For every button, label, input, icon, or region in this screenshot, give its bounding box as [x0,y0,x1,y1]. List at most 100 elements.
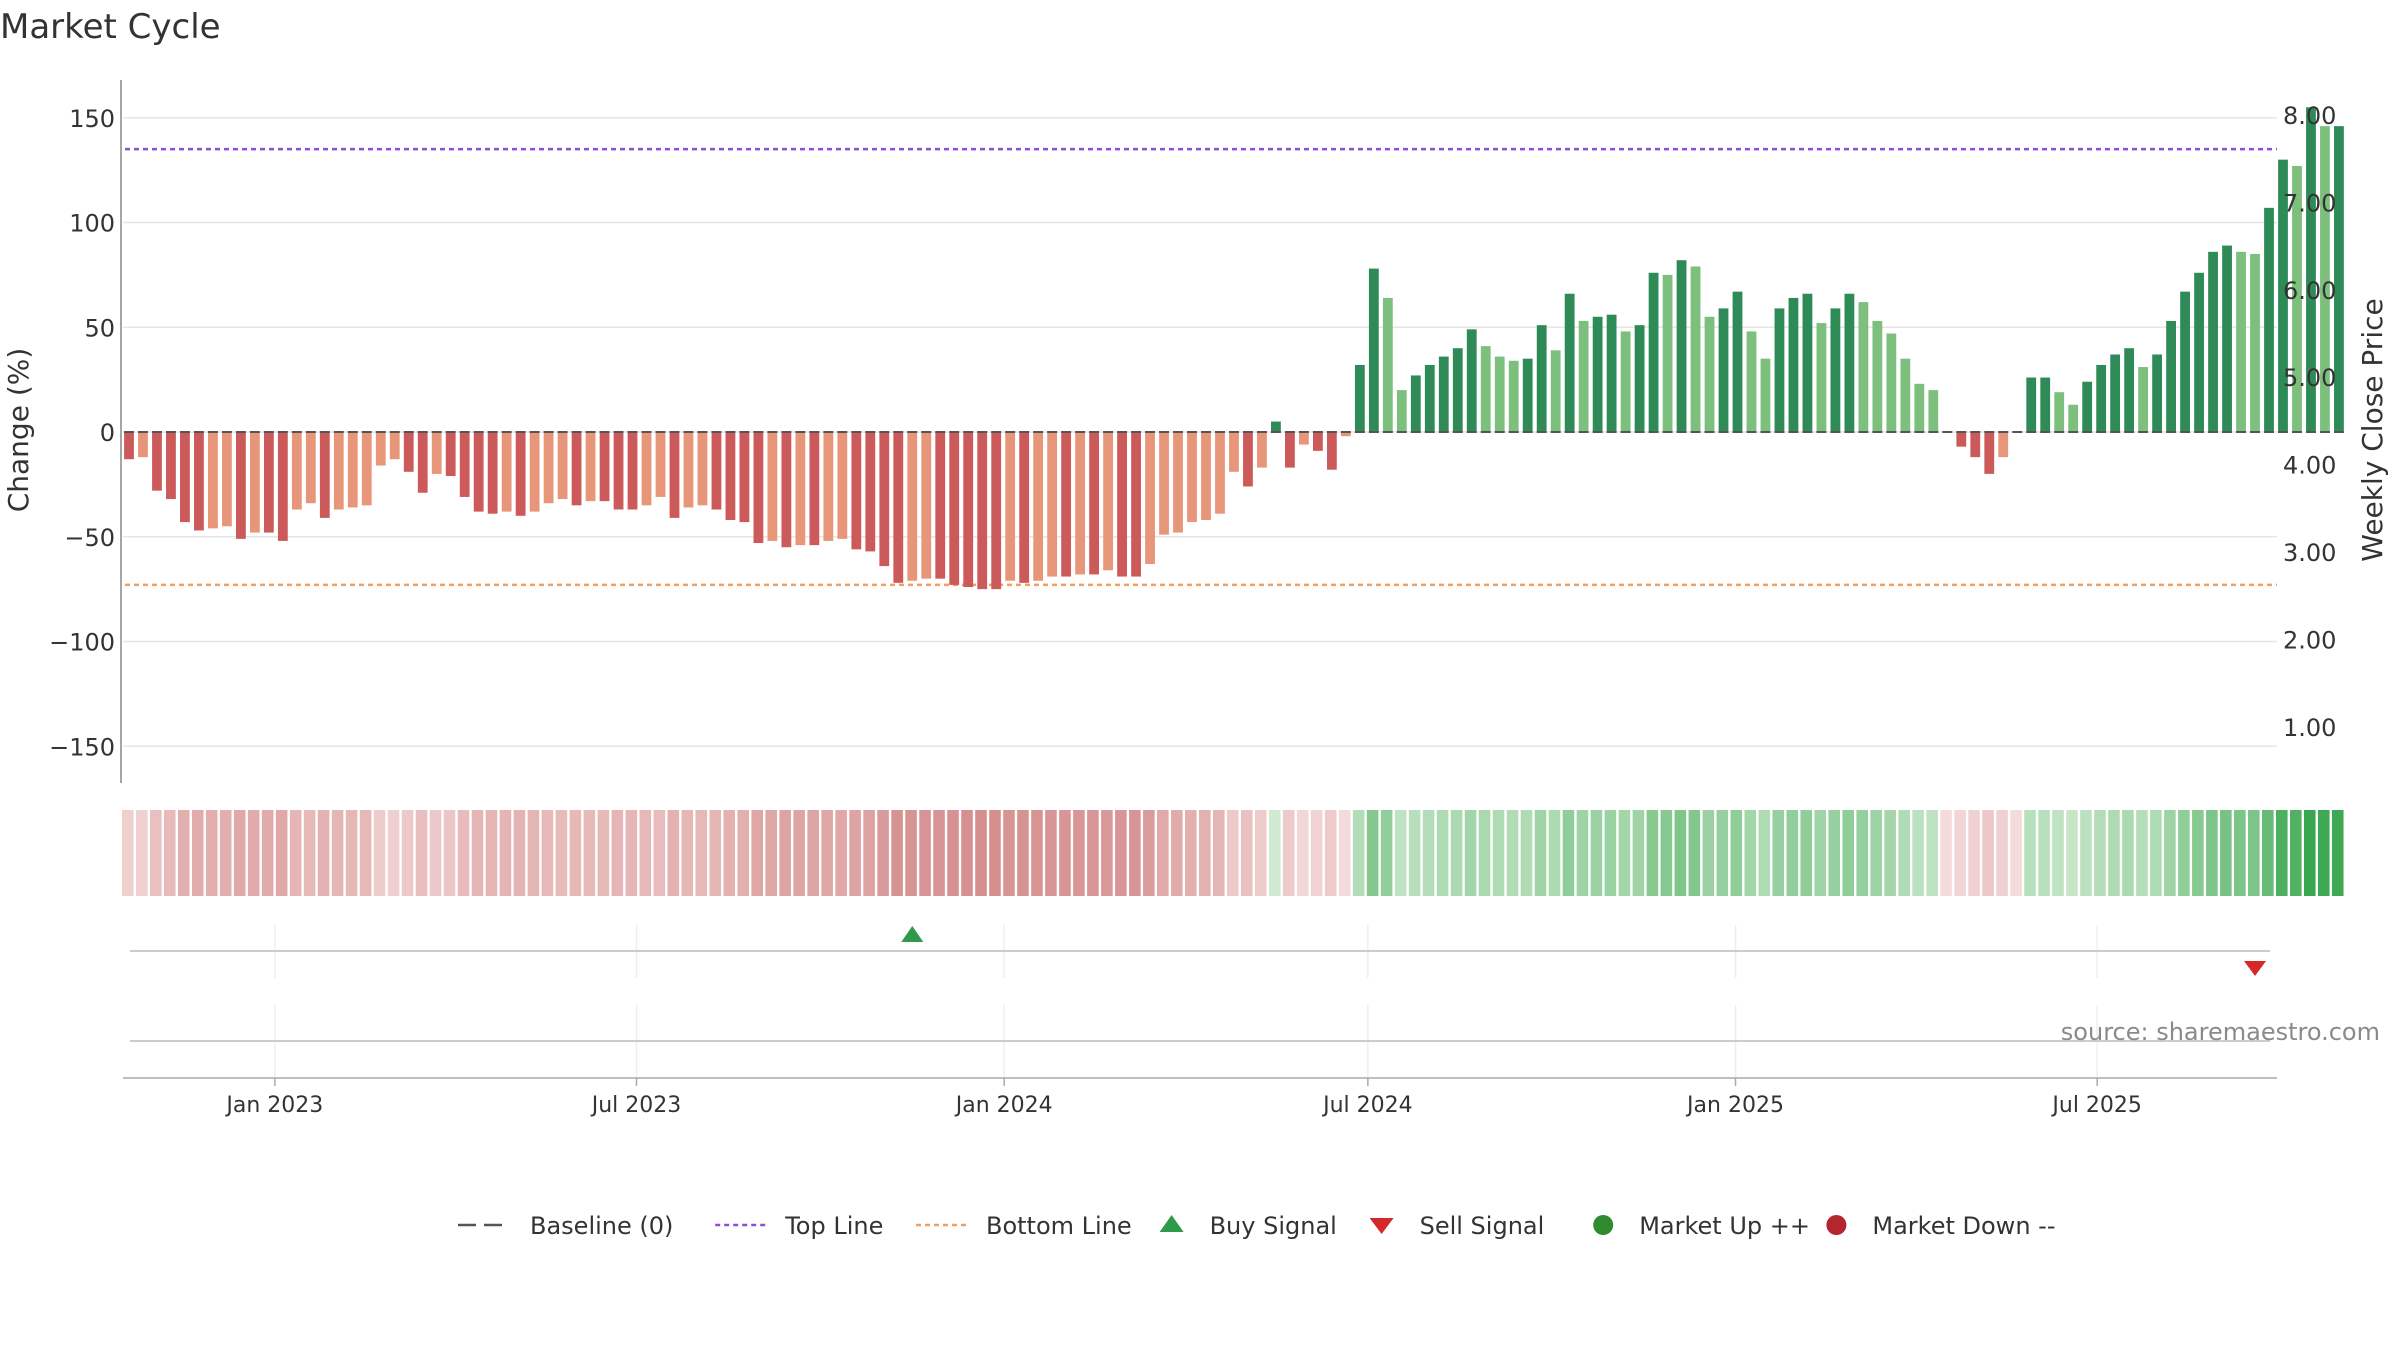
change-bar [613,432,624,510]
reference-lines [125,147,2277,587]
heat-cell [527,810,540,896]
legend-item: Top Line [715,1212,883,1240]
change-bar [1257,432,1267,468]
change-bar [1061,432,1072,577]
heat-cell [2094,810,2106,896]
heat-cell [723,810,736,896]
change-bar [515,432,526,516]
change-bar [1606,314,1617,432]
legend-label: Bottom Line [986,1212,1132,1240]
heat-cell [821,810,833,896]
change-bar [655,432,666,497]
change-bar [2250,253,2260,432]
change-bar [1984,432,1995,474]
legend-swatch [1593,1215,1614,1235]
left-axis-ticks: 150 100 50 0 −50 −100 −150 [49,105,115,762]
heat-cell [2066,810,2078,896]
heat-cell [1352,810,1365,896]
x-axis-ticks: Jan 2023 Jul 2023 Jan 2024 Jul 2024 Jan 2025… [224,1078,2142,1118]
heat-cell [1730,810,1743,896]
change-bar [1187,432,1197,523]
heat-cell [1073,810,1085,896]
heat-cell [611,810,624,896]
heat-cell [1954,810,1966,896]
heat-cell [345,810,358,896]
change-bar [263,432,274,533]
change-bar [1075,432,1086,575]
change-bar [1354,364,1365,432]
heat-cell [1394,810,1407,896]
change-bar [1229,432,1239,472]
heat-cell [485,810,498,896]
heat-cell [415,810,428,896]
legend: Baseline (0) Top Line Bottom Line Buy Signa… [458,1212,2055,1240]
heat-cell [1674,810,1687,896]
right-tick-label: 3.00 [2283,539,2336,567]
change-bar [1285,432,1295,468]
heat-cell [1814,810,1827,896]
heat-cell [1562,810,1575,896]
heat-cell [737,810,750,896]
heat-cell [2150,810,2162,896]
heat-cell [2052,810,2064,896]
change-bar [683,432,694,508]
legend-item: Market Down -- [1826,1212,2055,1240]
change-bar [1173,432,1183,533]
change-bar [1928,390,1939,432]
heat-cell [401,810,414,896]
change-bar [152,432,162,491]
change-bar [2334,126,2344,432]
heat-cell [2192,810,2204,896]
heat-cell [1926,810,1938,896]
heat-cell [1310,810,1323,896]
heat-cell [1422,810,1435,896]
heat-cell [1870,810,1882,896]
change-bar [2292,165,2302,432]
change-bar [1215,432,1225,514]
x-tick-label: Jan 2024 [954,1093,1053,1118]
heat-cell [569,810,582,896]
heat-cell [2331,810,2344,896]
change-bar [235,432,246,539]
heat-cell [961,810,973,896]
change-bar [1592,316,1603,432]
heat-cell [1045,810,1057,896]
change-bars [124,107,2344,590]
change-bar [2180,291,2190,432]
heat-cell [583,810,596,896]
heat-cell [2178,810,2190,896]
heat-cell [1464,810,1477,896]
change-bar [893,432,904,583]
heat-cell [1506,810,1519,896]
change-bar [851,432,862,550]
change-bar [725,432,736,520]
change-bar [1312,432,1323,451]
heat-cell [751,810,764,896]
change-bar [935,432,946,579]
heat-cell [2317,810,2330,896]
heat-cell [1702,810,1715,896]
left-tick-label: 100 [69,210,115,238]
change-bar [739,432,750,523]
heat-cell [2276,810,2288,896]
change-bar [2082,381,2093,432]
change-bar [2068,404,2079,432]
heat-cell [219,810,232,896]
change-bar [879,432,890,567]
heat-cell [947,810,959,896]
change-bar [1550,350,1561,432]
heat-cell [1240,810,1253,896]
heat-cell [373,810,386,896]
heat-cell [933,810,945,896]
heat-cell [1786,810,1799,896]
change-bar [1956,432,1967,447]
heat-cell [1968,810,1980,896]
heat-cell [1296,810,1309,896]
change-bar [1438,356,1449,432]
heat-cell [163,810,176,896]
right-tick-label: 1.00 [2283,714,2336,742]
heat-cell [793,810,805,896]
heat-cell [681,810,694,896]
heat-cell [1268,810,1281,896]
heat-cell [779,810,791,896]
